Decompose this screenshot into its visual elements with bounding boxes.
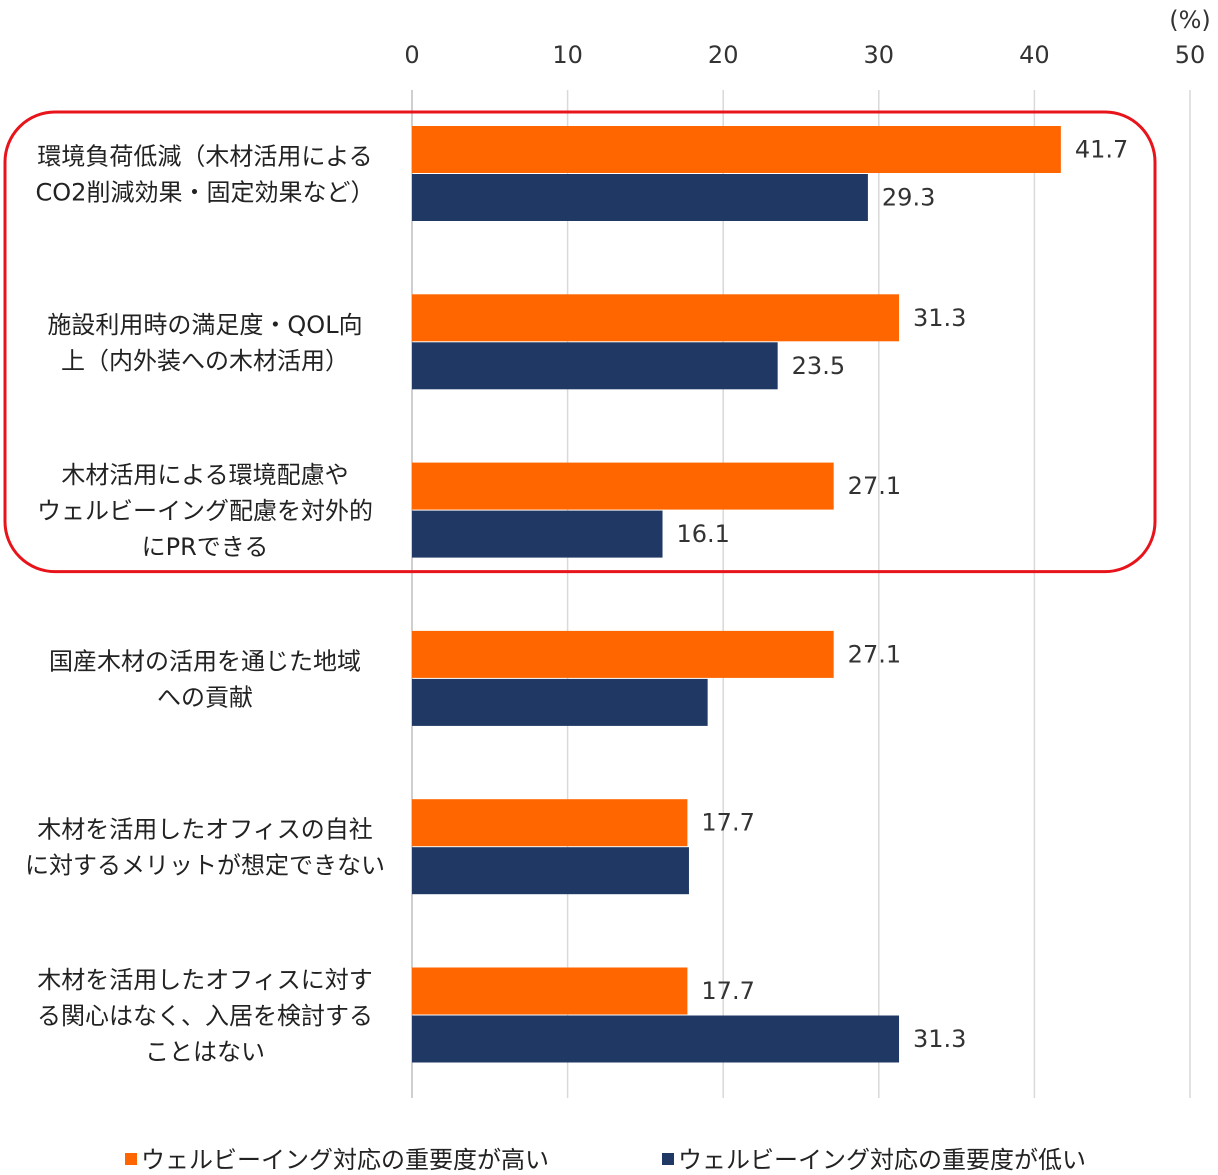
category-label-3-line-3: にPRできる: [142, 533, 269, 561]
category-label-1-line-2: CO2削減効果・固定効果など）: [36, 179, 375, 207]
x-tick-label-0: 0: [404, 41, 419, 69]
x-tick-label-10: 10: [552, 41, 583, 69]
bar-series1-cat2: [412, 294, 900, 342]
category-label-5-line-1: 木材を活用したオフィスの自社: [37, 816, 373, 844]
data-label-series1-cat1: 41.7: [1075, 136, 1128, 164]
category-label-6-line-2: る関心はなく、入居を検討する: [37, 1002, 373, 1030]
bar-series2-cat2: [412, 342, 778, 390]
category-label-2-line-2: 上（内外装への木材活用）: [61, 347, 349, 375]
category-label-6-line-3: ことはない: [145, 1038, 265, 1066]
bar-series1-cat5: [412, 799, 688, 847]
data-label-series1-cat4: 27.1: [848, 640, 901, 668]
legend-swatch-2: [662, 1153, 674, 1165]
x-axis-tick-labels: 0 10 20 30 40 50: [404, 41, 1205, 69]
bar-series2-cat5: [412, 847, 689, 895]
bar-series2-cat1: [412, 174, 868, 221]
x-tick-label-50: 50: [1175, 41, 1206, 69]
data-label-series2-cat3: 16.1: [677, 520, 730, 548]
x-tick-label-40: 40: [1019, 41, 1050, 69]
bar-series1-cat3: [412, 462, 834, 510]
category-label-1-line-1: 環境負荷低減（木材活用による: [37, 143, 372, 171]
category-label-5-line-2: に対するメリットが想定できない: [25, 852, 385, 880]
category-label-3-line-2: ウェルビーイング配慮を対外的: [37, 497, 373, 525]
category-label-4-line-2: への貢献: [157, 683, 253, 711]
category-label-4-line-1: 国産木材の活用を通じた地域: [49, 647, 361, 675]
data-label-series2-cat2: 23.5: [792, 352, 845, 380]
x-tick-label-20: 20: [708, 41, 739, 69]
bar-series2-cat6: [412, 1015, 900, 1063]
data-label-series1-cat5: 17.7: [701, 809, 754, 837]
legend: ウェルビーイング対応の重要度が高い ウェルビーイング対応の重要度が低い: [125, 1146, 1086, 1174]
bar-series1-cat4: [412, 630, 834, 678]
category-labels: 環境負荷低減（木材活用による CO2削減効果・固定効果など） 施設利用時の満足度・Q…: [25, 143, 385, 1067]
category-label-2-line-1: 施設利用時の満足度・QOL向: [47, 311, 362, 339]
legend-swatch-1: [125, 1153, 137, 1165]
legend-label-1: ウェルビーイング対応の重要度が高い: [141, 1146, 549, 1174]
bar-series1-cat6: [412, 967, 688, 1015]
unit-label: (%): [1169, 6, 1211, 34]
data-label-series2-cat1: 29.3: [882, 184, 935, 212]
bar-series1-cat1: [412, 126, 1061, 173]
data-label-series1-cat6: 17.7: [701, 977, 754, 1005]
data-label-series2-cat6: 31.3: [913, 1025, 966, 1053]
x-tick-label-30: 30: [864, 41, 895, 69]
category-label-6-line-1: 木材を活用したオフィスに対す: [37, 966, 373, 994]
bars: 41.7 31.3 27.1 27.1 17.7 17.7 29.3 23.5 16.1 31.3: [412, 126, 1128, 1063]
bar-series2-cat4: [412, 678, 708, 726]
category-label-3-line-1: 木材活用による環境配慮や: [61, 461, 348, 489]
legend-label-2: ウェルビーイング対応の重要度が低い: [678, 1146, 1086, 1174]
data-label-series1-cat3: 27.1: [848, 472, 901, 500]
bar-series2-cat3: [412, 510, 663, 558]
data-label-series1-cat2: 31.3: [913, 304, 966, 332]
grid-lines: [411, 90, 1191, 1098]
highlight-box: [3, 110, 1157, 574]
